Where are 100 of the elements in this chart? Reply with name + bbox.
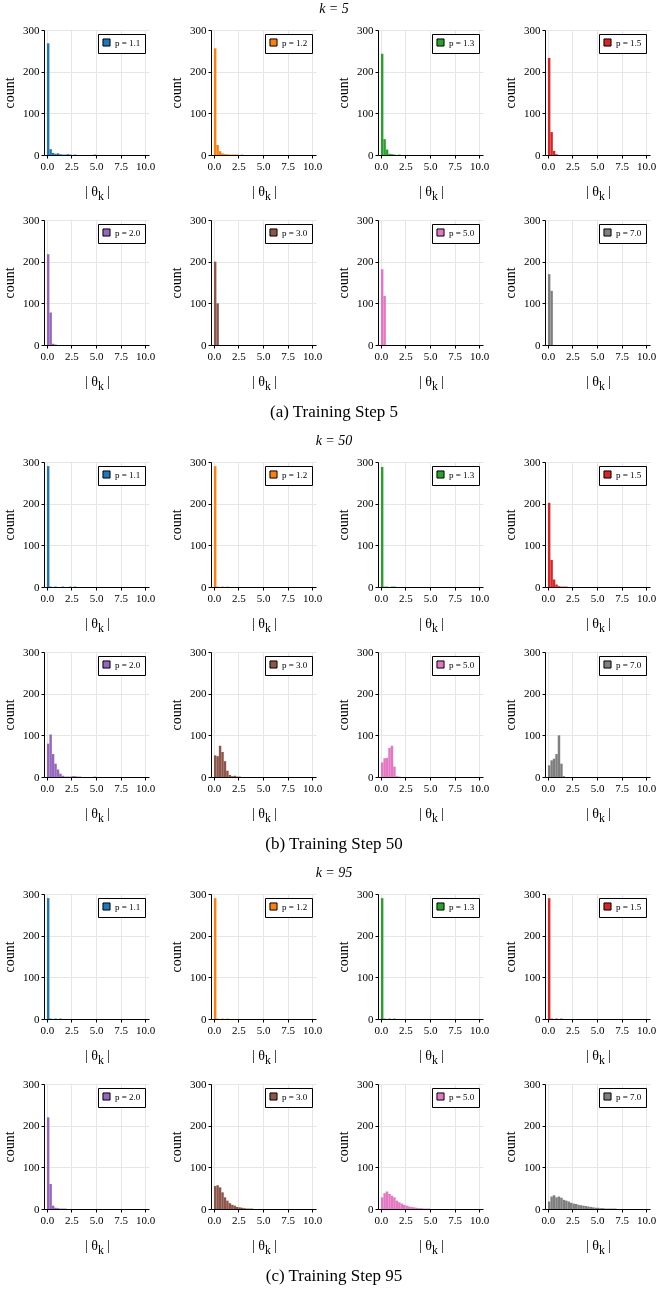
- x-tick-label: 7.5: [114, 1213, 129, 1226]
- y-tick-label: 100: [190, 728, 207, 741]
- x-tick-label: 2.5: [566, 781, 581, 794]
- x-tick-label: 7.5: [448, 781, 463, 794]
- y-tick-label: 100: [524, 538, 541, 551]
- y-tick-label: 300: [190, 455, 207, 468]
- y-tick-label: 200: [190, 65, 207, 78]
- y-tick-label: 300: [524, 887, 541, 900]
- x-tick-label: 10.0: [469, 349, 490, 362]
- y-tick-label: 100: [524, 296, 541, 309]
- y-tick-label: 300: [357, 887, 374, 900]
- y-axis-title: count: [169, 699, 184, 731]
- y-tick-label: 0: [368, 338, 374, 351]
- y-axis-title: count: [169, 1131, 184, 1163]
- x-tick-label: 10.0: [469, 591, 490, 604]
- y-tick-label: 300: [23, 887, 40, 900]
- y-axis-title: count: [503, 267, 518, 299]
- y-tick-label: 200: [357, 929, 374, 942]
- y-axis-title: count: [2, 509, 17, 541]
- y-tick-label: 200: [23, 497, 40, 510]
- x-tick-label: 7.5: [114, 349, 129, 362]
- x-tick-label: 0.0: [541, 159, 556, 172]
- y-tick-label: 0: [34, 770, 40, 783]
- y-tick-label: 0: [201, 1202, 207, 1215]
- y-tick-label: 0: [201, 1012, 207, 1025]
- y-tick-label: 0: [368, 148, 374, 161]
- y-axis-title: count: [503, 509, 518, 541]
- legend-label: p = 1.5: [616, 37, 642, 48]
- x-tick-label: 5.0: [590, 159, 605, 172]
- y-tick-label: 200: [190, 687, 207, 700]
- x-tick-label: 0.0: [374, 349, 389, 362]
- x-tick-label: 7.5: [615, 1023, 630, 1036]
- x-tick-label: 2.5: [232, 1023, 247, 1036]
- text: k = 50: [314, 432, 354, 450]
- x-axis-title: | θ$_{k}$ |: [83, 184, 112, 203]
- y-tick-label: 100: [23, 538, 40, 551]
- x-tick-label: 7.5: [114, 1023, 129, 1036]
- y-tick-label: 0: [535, 1202, 541, 1215]
- x-tick-label: 5.0: [256, 781, 271, 794]
- y-tick-label: 300: [190, 23, 207, 36]
- y-tick-label: 100: [190, 970, 207, 983]
- y-tick-label: 0: [201, 580, 207, 593]
- x-tick-label: 2.5: [232, 781, 247, 794]
- x-tick-label: 0.0: [207, 591, 222, 604]
- x-tick-label: 5.0: [423, 159, 438, 172]
- x-tick-label: 0.0: [541, 1213, 556, 1226]
- x-axis-title: | θ$_{k}$ |: [417, 1238, 446, 1257]
- x-tick-label: 7.5: [448, 159, 463, 172]
- y-axis-title: count: [503, 941, 518, 973]
- y-axis-title: count: [336, 941, 351, 973]
- y-axis-title: count: [336, 699, 351, 731]
- legend-label: p = 1.1: [115, 901, 141, 912]
- x-tick-label: 10.0: [135, 1023, 156, 1036]
- y-tick-label: 300: [524, 23, 541, 36]
- y-tick-label: 300: [524, 213, 541, 226]
- legend-label: p = 7.0: [616, 1091, 642, 1102]
- x-tick-label: 10.0: [636, 159, 657, 172]
- x-tick-label: 0.0: [40, 1213, 55, 1226]
- x-tick-label: 0.0: [541, 1023, 556, 1036]
- y-tick-label: 300: [190, 1077, 207, 1090]
- x-axis-title: | θ$_{k}$ |: [417, 1048, 446, 1067]
- y-tick-label: 100: [524, 970, 541, 983]
- x-tick-label: 7.5: [281, 349, 296, 362]
- x-tick-label: 2.5: [65, 781, 80, 794]
- y-tick-label: 200: [23, 1119, 40, 1132]
- x-tick-label: 0.0: [40, 591, 55, 604]
- y-tick-label: 100: [357, 296, 374, 309]
- legend-label: p = 3.0: [282, 659, 308, 670]
- y-tick-label: 100: [357, 1160, 374, 1173]
- x-axis-title: | θ$_{k}$ |: [417, 806, 446, 825]
- x-tick-label: 0.0: [207, 1023, 222, 1036]
- x-tick-label: 7.5: [615, 159, 630, 172]
- y-tick-label: 0: [34, 1202, 40, 1215]
- x-tick-label: 5.0: [423, 1023, 438, 1036]
- x-tick-label: 2.5: [232, 591, 247, 604]
- y-tick-label: 100: [23, 728, 40, 741]
- x-tick-label: 2.5: [399, 781, 414, 794]
- x-tick-label: 2.5: [566, 591, 581, 604]
- y-tick-label: 100: [357, 538, 374, 551]
- x-tick-label: 2.5: [232, 349, 247, 362]
- x-axis-title: | θ$_{k}$ |: [250, 616, 279, 635]
- x-axis-title: | θ$_{k}$ |: [250, 184, 279, 203]
- y-axis-title: count: [503, 77, 518, 109]
- x-axis-title: | θ$_{k}$ |: [584, 1238, 613, 1257]
- y-tick-label: 200: [357, 65, 374, 78]
- y-tick-label: 100: [524, 1160, 541, 1173]
- x-axis-title: | θ$_{k}$ |: [83, 1048, 112, 1067]
- x-tick-label: 7.5: [281, 1213, 296, 1226]
- y-tick-label: 200: [357, 255, 374, 268]
- x-tick-label: 10.0: [302, 159, 323, 172]
- legend-label: p = 1.1: [115, 37, 141, 48]
- x-tick-label: 0.0: [541, 591, 556, 604]
- y-tick-label: 300: [357, 1077, 374, 1090]
- y-tick-label: 100: [23, 296, 40, 309]
- y-tick-label: 0: [535, 770, 541, 783]
- x-axis-title: | θ$_{k}$ |: [250, 806, 279, 825]
- x-tick-label: 0.0: [40, 349, 55, 362]
- x-tick-label: 5.0: [89, 781, 104, 794]
- x-tick-label: 10.0: [636, 1023, 657, 1036]
- y-tick-label: 300: [524, 645, 541, 658]
